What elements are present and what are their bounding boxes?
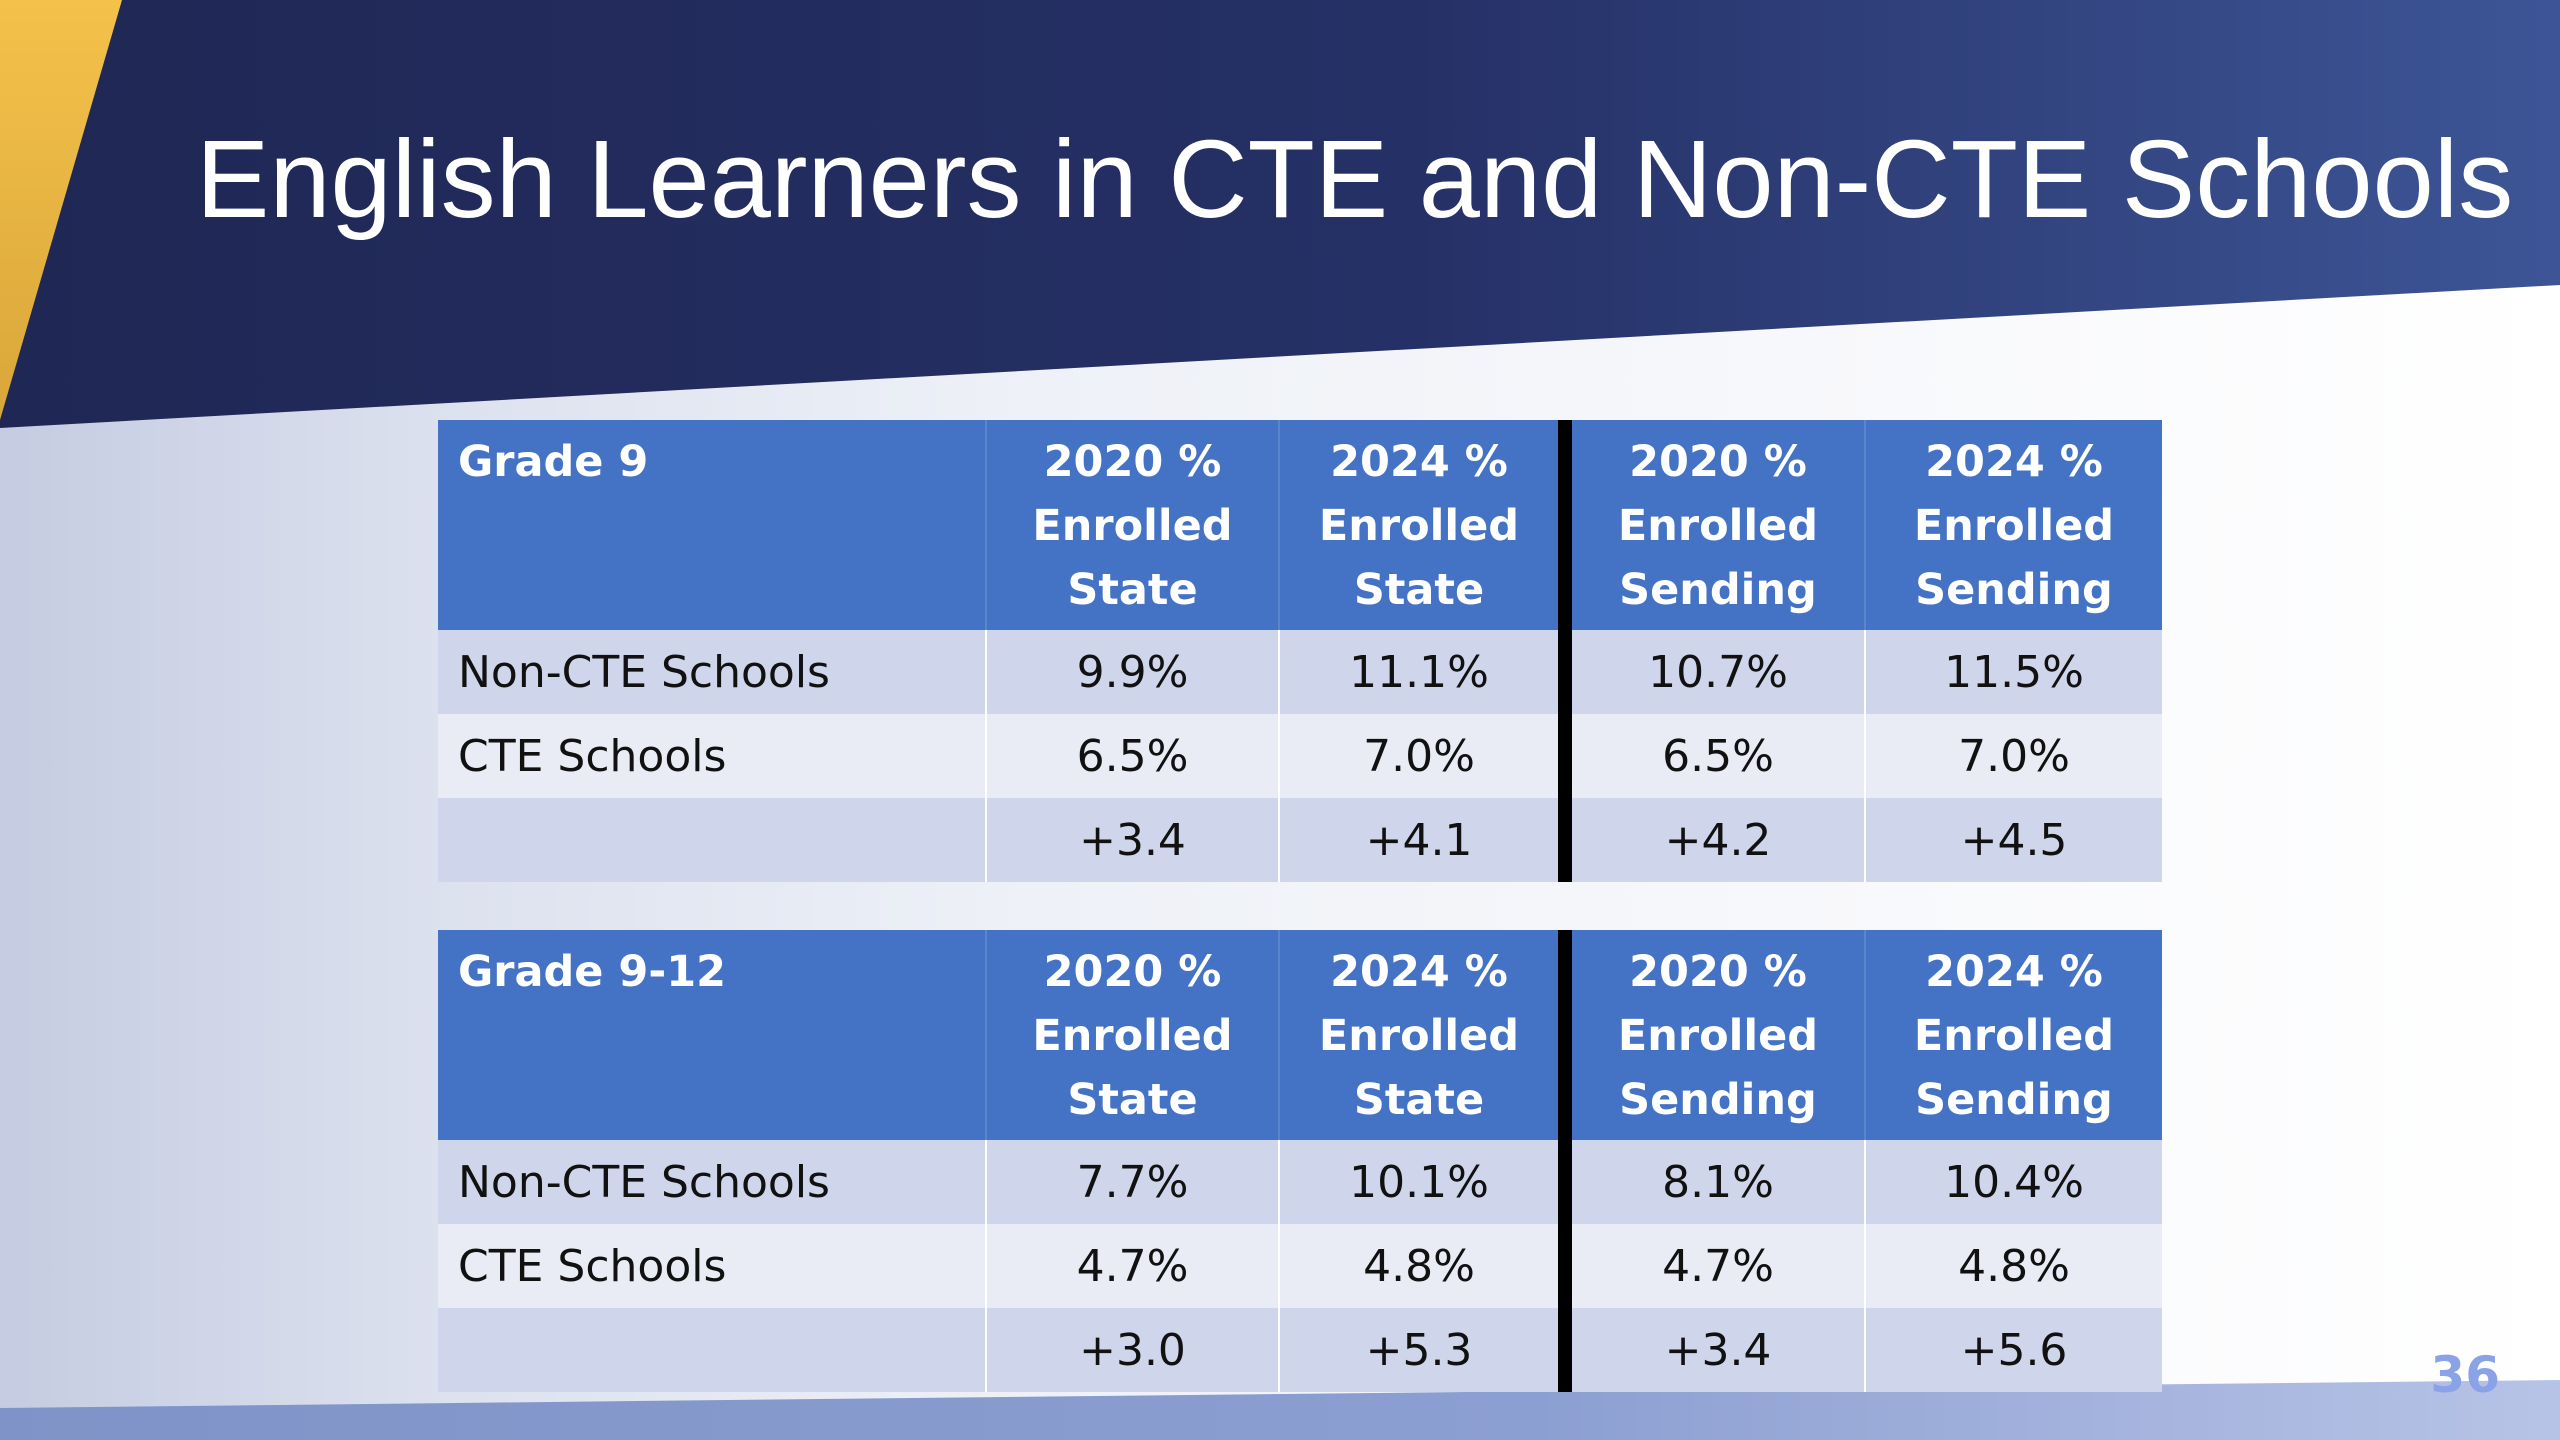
table-cell: 11.1% [1279,630,1572,714]
table-cell: 7.7% [986,1140,1280,1224]
column-header-line: State [1067,1075,1198,1125]
column-header: 2020 % Enrolled State [986,930,1280,1140]
column-header: 2024 % Enrolled State [1279,420,1572,630]
gold-accent [0,0,122,420]
column-header-line: State [1353,1075,1485,1125]
column-header: 2020 % Enrolled Sending [1565,420,1866,630]
column-header-line: Enrolled [1032,501,1233,551]
table-row: Non-CTE Schools 9.9% 11.1% 10.7% 11.5% [438,630,2162,714]
table-cell: 7.0% [1865,714,2162,798]
table-cell: 6.5% [986,714,1280,798]
table-cell: 10.7% [1565,630,1866,714]
table-row: Non-CTE Schools 7.7% 10.1% 8.1% 10.4% [438,1140,2162,1224]
table-title: Grade 9 [438,420,987,630]
table-row: CTE Schools 4.7% 4.8% 4.7% 4.8% [438,1224,2162,1308]
table-row: CTE Schools 6.5% 7.0% 6.5% 7.0% [438,714,2162,798]
table-title: Grade 9-12 [438,930,987,1140]
table-cell: 4.8% [1865,1224,2162,1308]
table-cell: 4.8% [1279,1224,1572,1308]
column-header: 2020 % Enrolled Sending [1565,930,1866,1140]
column-header: 2024 % Enrolled Sending [1865,420,2162,630]
table-cell: 10.1% [1279,1140,1572,1224]
column-header: 2024 % Enrolled Sending [1865,930,2162,1140]
table-cell: 4.7% [1565,1224,1866,1308]
row-label [438,1308,987,1392]
table-cell: +4.2 [1565,798,1866,882]
column-header-line: 2020 % [1043,437,1222,487]
column-header-line: Enrolled [1913,1011,2115,1061]
table-header-row: Grade 9-12 2020 % Enrolled State 2024 % … [438,930,2162,1140]
table-row: +3.0 +5.3 +3.4 +5.6 [438,1308,2162,1392]
table-cell: 8.1% [1565,1140,1866,1224]
table-cell: +5.6 [1865,1308,2162,1392]
column-header: 2024 % Enrolled State [1279,930,1572,1140]
column-header-line: Enrolled [1913,501,2115,551]
slide-title: English Learners in CTE and Non-CTE Scho… [196,118,2514,241]
column-header-line: Sending [1915,1075,2113,1125]
column-header-line: 2020 % [1043,947,1222,997]
grade-9-12-table: Grade 9-12 2020 % Enrolled State 2024 % … [438,930,2162,1392]
column-header-line: 2024 % [1925,437,2103,487]
column-header-line: Sending [1915,565,2113,615]
row-label: CTE Schools [438,714,987,798]
table-cell: 10.4% [1865,1140,2162,1224]
column-header-line: Sending [1619,565,1817,615]
table-cell: +4.5 [1865,798,2162,882]
row-label: Non-CTE Schools [438,1140,987,1224]
table-cell: 6.5% [1565,714,1866,798]
table-cell: 11.5% [1865,630,2162,714]
table-cell: +5.3 [1279,1308,1572,1392]
column-header-line: Sending [1619,1075,1817,1125]
column-header: 2020 % Enrolled State [986,420,1280,630]
column-header-line: Enrolled [1617,501,1819,551]
column-header-line: Enrolled [1318,1011,1520,1061]
row-label: CTE Schools [438,1224,987,1308]
column-header-line: State [1067,565,1198,615]
column-header-line: State [1353,565,1485,615]
table-cell: 9.9% [986,630,1280,714]
column-header-line: Enrolled [1032,1011,1233,1061]
table-row: +3.4 +4.1 +4.2 +4.5 [438,798,2162,882]
column-header-line: 2024 % [1330,947,1508,997]
title-band [0,0,2560,428]
table-cell: 7.0% [1279,714,1572,798]
table-cell: 4.7% [986,1224,1280,1308]
table-cell: +3.4 [986,798,1280,882]
table-cell: +3.4 [1565,1308,1866,1392]
table-cell: +4.1 [1279,798,1572,882]
grade-9-table: Grade 9 2020 % Enrolled State 2024 % Enr… [438,420,2162,882]
column-header-line: 2020 % [1629,437,1807,487]
bottom-accent-band [0,1380,2560,1440]
column-header-line: 2020 % [1629,947,1807,997]
table-header-row: Grade 9 2020 % Enrolled State 2024 % Enr… [438,420,2162,630]
row-label: Non-CTE Schools [438,630,987,714]
column-header-line: Enrolled [1318,501,1520,551]
row-label [438,798,987,882]
column-header-line: 2024 % [1330,437,1508,487]
column-header-line: 2024 % [1925,947,2103,997]
slide-number: 36 [2430,1346,2500,1404]
table-cell: +3.0 [986,1308,1280,1392]
column-header-line: Enrolled [1617,1011,1819,1061]
